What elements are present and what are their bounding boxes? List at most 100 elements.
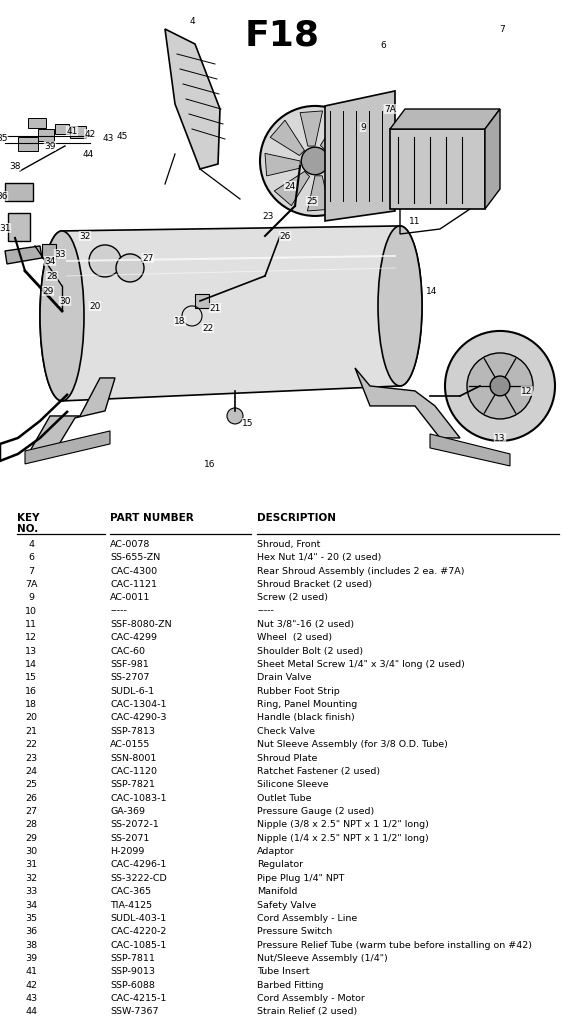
Text: 34: 34 (44, 257, 56, 266)
Text: 27: 27 (25, 806, 37, 815)
Text: SS-655-ZN: SS-655-ZN (110, 552, 160, 561)
Text: SSP-7813: SSP-7813 (110, 727, 155, 735)
Text: 15: 15 (25, 673, 37, 682)
Text: 31: 31 (0, 224, 11, 233)
Text: CAC-60: CAC-60 (110, 646, 145, 655)
Text: Hex Nut 1/4" - 20 (2 used): Hex Nut 1/4" - 20 (2 used) (257, 552, 381, 561)
Text: 14: 14 (25, 659, 37, 668)
Text: SS-2072-1: SS-2072-1 (110, 819, 159, 828)
Text: 26: 26 (25, 793, 37, 802)
Bar (38, 129, 54, 142)
Text: Shroud Plate: Shroud Plate (257, 753, 318, 762)
Text: 25: 25 (25, 780, 37, 789)
Text: Sheet Metal Screw 1/4" x 3/4" long (2 used): Sheet Metal Screw 1/4" x 3/4" long (2 us… (257, 659, 465, 668)
Text: 13: 13 (494, 434, 506, 443)
Text: CAC-1120: CAC-1120 (110, 766, 157, 775)
Text: 21: 21 (209, 304, 221, 313)
Text: CAC-1083-1: CAC-1083-1 (110, 793, 167, 802)
Text: 28: 28 (25, 819, 37, 828)
Text: 18: 18 (25, 699, 37, 708)
Text: TIA-4125: TIA-4125 (110, 900, 153, 909)
Text: Screw (2 used): Screw (2 used) (257, 593, 328, 601)
Text: 16: 16 (205, 460, 216, 469)
Text: CAC-4290-3: CAC-4290-3 (110, 713, 167, 721)
Text: SS-3222-CD: SS-3222-CD (110, 873, 167, 882)
Text: 4: 4 (28, 539, 34, 548)
Text: 7: 7 (28, 566, 34, 575)
Text: SS-2071: SS-2071 (110, 833, 150, 842)
Text: Pressure Gauge (2 used): Pressure Gauge (2 used) (257, 806, 375, 815)
Text: 32: 32 (79, 232, 91, 242)
Text: Ratchet Fastener (2 used): Ratchet Fastener (2 used) (257, 766, 380, 775)
Text: Shroud Bracket (2 used): Shroud Bracket (2 used) (257, 579, 372, 588)
Polygon shape (485, 110, 500, 210)
Text: 25: 25 (306, 198, 318, 206)
Text: Wheel  (2 used): Wheel (2 used) (257, 633, 332, 642)
Text: 36: 36 (25, 926, 37, 935)
Text: Regulator: Regulator (257, 860, 303, 868)
Text: PART NUMBER: PART NUMBER (110, 513, 194, 523)
Text: 12: 12 (25, 633, 37, 642)
Text: 10: 10 (25, 606, 37, 615)
Text: 44: 44 (25, 1007, 37, 1016)
Text: SSF-981: SSF-981 (110, 659, 149, 668)
Text: 18: 18 (174, 317, 186, 326)
Circle shape (490, 377, 510, 396)
Text: SUDL-403-1: SUDL-403-1 (110, 913, 167, 922)
Text: SSP-9013: SSP-9013 (110, 966, 155, 975)
Text: 4: 4 (189, 17, 195, 26)
Text: 39: 39 (44, 143, 56, 151)
Text: 35: 35 (0, 135, 8, 144)
Text: Barbed Fitting: Barbed Fitting (257, 980, 324, 988)
Text: H-2099: H-2099 (110, 847, 145, 855)
Text: Adaptor: Adaptor (257, 847, 295, 855)
Ellipse shape (40, 231, 84, 401)
Polygon shape (325, 92, 395, 222)
Text: SS-2707: SS-2707 (110, 673, 150, 682)
Text: SUDL-6-1: SUDL-6-1 (110, 686, 154, 695)
Text: 41: 41 (25, 966, 37, 975)
Bar (8, 214, 30, 242)
Text: 32: 32 (25, 873, 37, 882)
Text: 23: 23 (25, 753, 37, 762)
Text: Ring, Panel Mounting: Ring, Panel Mounting (257, 699, 357, 708)
Text: 35: 35 (25, 913, 37, 922)
Text: 38: 38 (9, 162, 21, 171)
Bar (70, 126, 86, 139)
Text: CAC-4299: CAC-4299 (110, 633, 157, 642)
Text: SSP-7811: SSP-7811 (110, 953, 155, 962)
Text: SSF-8080-ZN: SSF-8080-ZN (110, 620, 172, 629)
Text: 13: 13 (25, 646, 37, 655)
Text: Safety Valve: Safety Valve (257, 900, 316, 909)
Text: 20: 20 (89, 303, 101, 311)
Text: Pipe Plug 1/4" NPT: Pipe Plug 1/4" NPT (257, 873, 345, 882)
Bar (195, 294, 209, 309)
Text: Drain Valve: Drain Valve (257, 673, 311, 682)
Text: Nipple (3/8 x 2.5" NPT x 1 1/2" long): Nipple (3/8 x 2.5" NPT x 1 1/2" long) (257, 819, 429, 828)
Text: Outlet Tube: Outlet Tube (257, 793, 311, 802)
Text: 29: 29 (25, 833, 37, 842)
Text: 27: 27 (142, 254, 154, 263)
Text: 33: 33 (25, 887, 37, 896)
Text: 43: 43 (25, 994, 37, 1002)
Polygon shape (307, 176, 330, 212)
Text: -----: ----- (110, 606, 127, 615)
Text: 41: 41 (66, 127, 78, 137)
Text: 6: 6 (28, 552, 34, 561)
Text: Check Valve: Check Valve (257, 727, 315, 735)
Text: 38: 38 (25, 940, 37, 949)
Text: CAC-365: CAC-365 (110, 887, 151, 896)
Text: SSP-6088: SSP-6088 (110, 980, 155, 988)
Polygon shape (274, 172, 310, 207)
Text: 30: 30 (25, 847, 37, 855)
Text: CAC-4215-1: CAC-4215-1 (110, 994, 167, 1002)
Bar (18, 138, 38, 152)
Text: 11: 11 (25, 620, 37, 629)
Text: 7A: 7A (25, 579, 37, 588)
Text: KEY: KEY (17, 513, 40, 523)
Text: 42: 42 (25, 980, 37, 988)
Text: DESCRIPTION: DESCRIPTION (257, 513, 336, 523)
Circle shape (445, 331, 555, 441)
Text: Nut 3/8"-16 (2 used): Nut 3/8"-16 (2 used) (257, 620, 354, 629)
Text: CAC-1121: CAC-1121 (110, 579, 157, 588)
